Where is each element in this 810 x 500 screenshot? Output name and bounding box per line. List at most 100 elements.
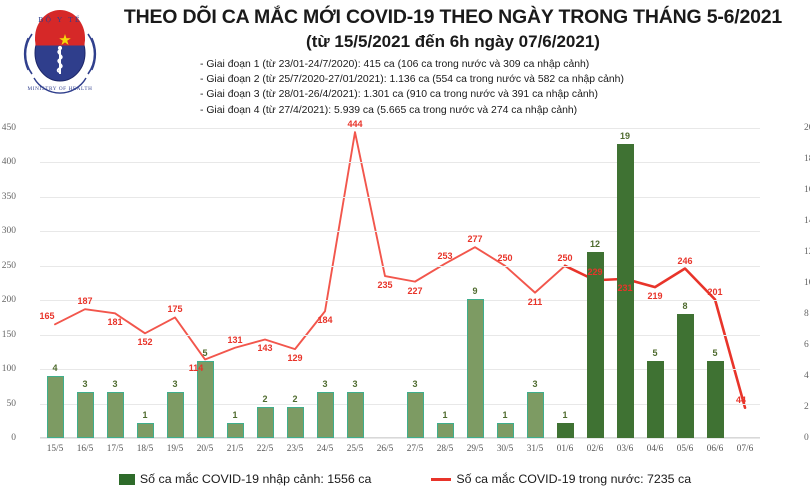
bar-value-label: 5 xyxy=(712,347,718,358)
line-value-label: 152 xyxy=(137,337,153,348)
line-value-label: 181 xyxy=(107,317,123,328)
bar-value-label: 3 xyxy=(112,378,118,389)
y-axis-left-tick: 400 xyxy=(1,157,16,168)
x-axis-tick: 27/5 xyxy=(406,444,424,454)
bar-imported-cases xyxy=(496,422,514,438)
y-axis-left-tick: 100 xyxy=(1,364,16,375)
gridline xyxy=(40,438,760,439)
y-axis-right-tick: 10 xyxy=(804,278,810,288)
x-axis-tick: 26/5 xyxy=(376,444,394,454)
line-value-label: 246 xyxy=(677,255,693,266)
line-value-label: 250 xyxy=(557,252,573,263)
x-axis-tick: 02/6 xyxy=(586,444,604,454)
bar-value-label: 9 xyxy=(472,285,478,296)
line-value-label: 165 xyxy=(39,311,55,322)
plot-canvas: 0501001502002503003504004500246810121416… xyxy=(2,119,810,454)
y-axis-right-tick: 0 xyxy=(804,433,809,443)
gridline xyxy=(40,369,760,371)
y-axis-right-tick: 16 xyxy=(804,185,810,195)
bar-value-label: 3 xyxy=(532,378,538,389)
legend-label-domestic: Số ca mắc COVID-19 trong nước: 7235 ca xyxy=(456,472,692,486)
y-axis-left-tick: 150 xyxy=(1,329,16,340)
line-value-label: 131 xyxy=(227,334,243,345)
bar-value-label: 19 xyxy=(619,130,630,141)
x-axis-tick: 18/5 xyxy=(136,444,154,454)
bar-imported-cases xyxy=(136,422,154,438)
legend-item-domestic: Số ca mắc COVID-19 trong nước: 7235 ca xyxy=(431,472,691,486)
x-axis-tick: 16/5 xyxy=(76,444,94,454)
y-axis-left-tick: 200 xyxy=(1,295,16,306)
x-axis-tick: 30/5 xyxy=(496,444,514,454)
x-axis-tick: 01/6 xyxy=(556,444,574,454)
y-axis-right-tick: 14 xyxy=(804,216,810,226)
bar-imported-cases xyxy=(616,143,634,438)
y-axis-left-tick: 50 xyxy=(6,398,17,409)
phase-line-1: - Giai đoạn 1 (từ 23/01-24/7/2020): 415 … xyxy=(200,59,590,70)
bar-value-label: 8 xyxy=(682,301,688,311)
bar-imported-cases xyxy=(586,252,604,438)
y-axis-left-tick: 300 xyxy=(1,226,16,237)
legend-item-imported: Số ca mắc COVID-19 nhập cảnh: 1556 ca xyxy=(118,472,371,486)
x-axis-tick: 24/5 xyxy=(316,444,334,454)
bar-imported-cases xyxy=(226,422,244,438)
line-value-label: 211 xyxy=(527,296,543,307)
x-axis-tick: 20/5 xyxy=(196,444,214,454)
bar-imported-cases xyxy=(286,407,304,438)
gridline xyxy=(40,403,760,405)
line-value-label: 231 xyxy=(617,282,633,293)
line-value-label: 143 xyxy=(257,343,273,354)
bar-imported-cases xyxy=(706,360,724,438)
gridline xyxy=(40,265,760,267)
line-value-label: 253 xyxy=(437,250,453,261)
bar-imported-cases xyxy=(316,391,334,438)
bar-imported-cases xyxy=(46,376,64,438)
bar-value-label: 1 xyxy=(442,409,448,420)
chart-legend: Số ca mắc COVID-19 nhập cảnh: 1556 ca Số… xyxy=(0,472,810,486)
bar-value-label: 1 xyxy=(232,409,238,420)
line-value-label: 187 xyxy=(77,296,93,307)
bar-value-label: 4 xyxy=(52,363,58,373)
x-axis-tick: 31/5 xyxy=(526,444,544,454)
legend-bar-swatch-icon xyxy=(118,473,135,485)
bar-imported-cases xyxy=(466,298,484,438)
line-value-label: 201 xyxy=(707,286,723,297)
x-axis-tick: 23/5 xyxy=(286,444,304,454)
x-axis-tick: 04/6 xyxy=(646,444,664,454)
ministry-of-health-logo: BỘ Y TẾ MINISTRY OF HEALTH xyxy=(18,8,102,98)
bar-value-label: 1 xyxy=(502,409,508,420)
line-value-label: 229 xyxy=(587,267,603,278)
y-axis-right-tick: 12 xyxy=(804,247,810,257)
line-value-label: 250 xyxy=(497,252,513,263)
x-axis-tick: 06/6 xyxy=(706,444,724,454)
phase-summary-list: - Giai đoạn 1 (từ 23/01-24/7/2020): 415 … xyxy=(200,57,800,118)
gridline xyxy=(40,334,760,336)
bar-value-label: 5 xyxy=(202,347,208,358)
bar-imported-cases xyxy=(346,391,364,438)
title-block: THEO DÕI CA MẮC MỚI COVID-19 THEO NGÀY T… xyxy=(108,6,798,52)
x-axis-baseline xyxy=(40,437,760,438)
line-value-label: 235 xyxy=(377,280,393,291)
y-axis-right-tick: 20 xyxy=(804,123,810,133)
y-axis-right-tick: 4 xyxy=(804,371,809,381)
bar-value-label: 1 xyxy=(562,409,568,420)
bar-imported-cases xyxy=(406,391,424,438)
phase-line-4: - Giai đoạn 4 (từ 27/4/2021): 5.939 ca (… xyxy=(200,104,578,116)
bar-imported-cases xyxy=(556,422,574,438)
bar-value-label: 5 xyxy=(652,347,658,358)
gridline xyxy=(40,196,760,198)
logo-text-bottom: MINISTRY OF HEALTH xyxy=(28,86,93,92)
line-value-label: 184 xyxy=(317,315,333,326)
line-value-label: 277 xyxy=(467,234,483,245)
bar-value-label: 3 xyxy=(322,378,328,389)
bar-imported-cases xyxy=(436,422,454,438)
x-axis-tick: 07/6 xyxy=(736,444,754,454)
bar-value-label: 2 xyxy=(292,394,298,404)
bar-imported-cases xyxy=(256,407,274,438)
bar-value-label: 12 xyxy=(589,239,600,249)
x-axis-tick: 22/5 xyxy=(256,444,274,454)
line-value-label: 219 xyxy=(647,291,663,302)
legend-line-swatch-icon xyxy=(431,477,452,481)
x-axis-tick: 21/5 xyxy=(226,444,244,454)
chart-subtitle: (từ 15/5/2021 đến 6h ngày 07/6/2021) xyxy=(306,32,600,52)
